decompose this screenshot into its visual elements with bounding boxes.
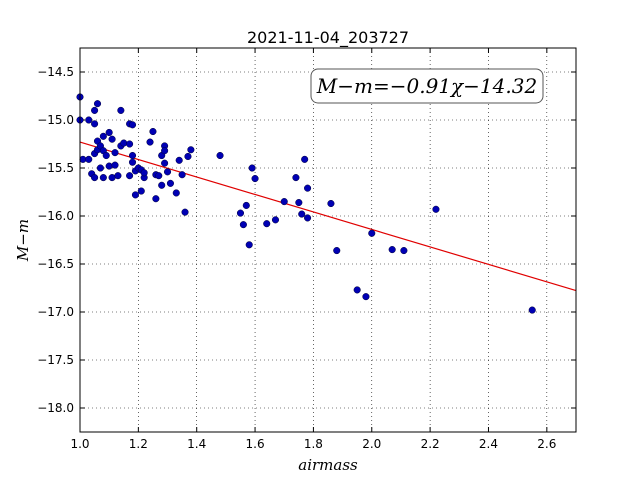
data-point [304,214,312,222]
data-point [155,172,163,180]
data-point [99,174,107,182]
x-tick-label: 1.4 [187,437,206,451]
data-point [111,161,119,169]
x-tick-label: 2.2 [421,437,440,451]
data-point [158,181,166,189]
data-point [120,139,128,147]
data-point [137,187,145,195]
data-point [161,147,169,155]
data-point [528,306,536,314]
data-point [117,106,125,114]
data-point [126,140,134,148]
data-point [140,169,148,177]
data-point [333,247,341,255]
data-point [175,156,183,164]
data-point [184,152,192,161]
y-tick-label: −14.5 [37,65,74,79]
x-axis-label: airmass [298,456,358,474]
data-point [149,127,157,136]
data-point [146,138,154,146]
data-point [172,189,180,197]
x-tick-label: 2.4 [479,437,498,451]
y-tick-label: −16.0 [37,209,74,223]
data-point [236,209,245,217]
data-point [131,191,139,199]
data-point [108,135,116,143]
y-axis-label: M−m [14,219,32,262]
x-tick-label: 2.0 [362,437,381,451]
data-point [128,151,137,160]
data-points [76,93,536,314]
data-point [245,241,253,249]
axis-ticks: 1.0 1.2 1.4 1.6 1.8 2.0 2.2 2.4 2.6 −14.5 −15.0 −15… [37,48,576,451]
data-point [251,175,259,183]
data-point [93,100,102,108]
fit-equation: M−m=−0.91χ−14.32 [316,74,537,98]
data-point [242,201,250,209]
plot-frame [79,47,577,433]
data-point [187,146,195,154]
fit-line [79,141,577,292]
data-point [181,208,189,216]
data-point [91,106,99,114]
data-point [239,221,247,229]
data-point [248,164,256,172]
y-tick-label: −17.5 [37,353,74,367]
x-tick-label: 1.8 [304,437,323,451]
data-point [368,229,376,237]
y-tick-label: −16.5 [37,257,74,271]
data-point [85,155,93,163]
y-tick-label: −17.0 [37,305,74,319]
data-point [280,198,288,206]
data-point [111,149,119,157]
data-point [271,216,280,224]
data-point [216,151,224,160]
data-point [432,205,440,213]
data-point [91,174,99,182]
data-point [163,168,172,176]
data-point [99,132,107,140]
y-tick-label: −18.0 [37,401,74,415]
x-tick-label: 2.6 [537,437,556,451]
data-point [295,199,303,207]
data-point [105,128,113,137]
data-point [362,293,370,301]
x-tick-label: 1.6 [246,437,265,451]
data-point [166,179,174,187]
data-point [126,172,134,180]
data-point [152,195,160,203]
data-point [304,184,312,192]
data-point [298,210,306,218]
data-point [96,164,104,172]
data-point [327,199,335,208]
data-point [400,247,408,255]
data-point [292,174,300,182]
data-point [263,220,271,228]
data-point [105,162,113,170]
y-tick-label: −15.0 [37,113,74,127]
data-point [114,172,122,180]
fit-line-layer [79,141,577,292]
data-point [128,121,137,129]
data-point [102,151,110,160]
equation-box: M−m=−0.91χ−14.32 [310,68,544,104]
data-point [91,120,99,128]
x-tick-label: 1.0 [70,437,89,451]
y-tick-label: −15.5 [37,161,74,175]
data-point [128,158,137,166]
data-point [161,159,169,167]
data-point [388,246,396,254]
x-tick-label: 1.2 [129,437,148,451]
data-point [178,171,186,179]
data-point [85,116,93,124]
data-point [301,155,309,163]
chart-title: 2021-11-04_203727 [247,28,409,48]
plot-area [80,48,576,432]
data-point [353,286,361,294]
